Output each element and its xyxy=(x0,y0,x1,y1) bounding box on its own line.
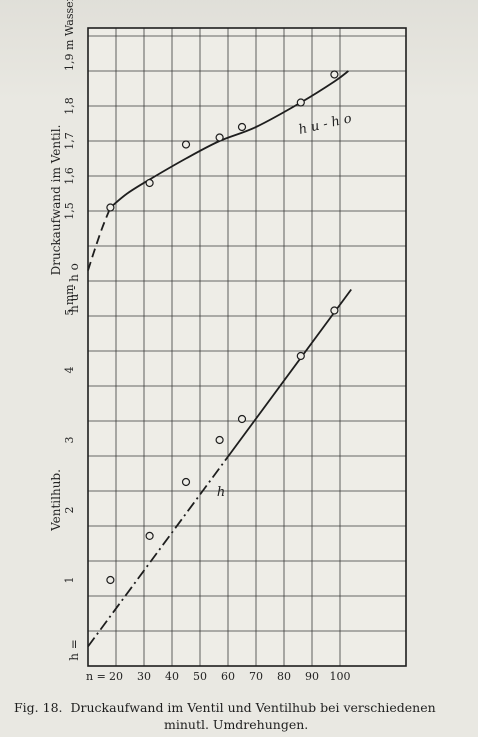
lower-data-point xyxy=(145,531,154,541)
upper-y-tick-label: 1,6 xyxy=(63,167,76,185)
x-axis-label: n = xyxy=(86,670,106,683)
lower-data-point xyxy=(296,351,305,361)
caption-line-1: Druckaufwand im Ventil und Ventilhub bei… xyxy=(70,700,436,715)
upper-data-point xyxy=(215,133,224,142)
figure-number: Fig. 18. xyxy=(14,700,63,715)
lower-line xyxy=(227,288,352,458)
lower-y-tick-label: 1 xyxy=(63,577,76,584)
upper-axis-title: Druckaufwand im Ventil. xyxy=(49,125,63,276)
upper-data-point xyxy=(106,203,115,212)
upper-y-tick-label: 1,7 xyxy=(63,132,76,150)
upper-data-point xyxy=(145,178,154,188)
grid xyxy=(88,28,406,666)
upper-y-tick-label: 1,5 xyxy=(63,202,76,220)
x-tick-label: 30 xyxy=(137,670,151,683)
upper-curve-extrapolated xyxy=(87,207,112,271)
lower-data-point xyxy=(237,414,247,424)
lower-y-tick-label: 5 mm xyxy=(63,284,76,316)
x-tick-label: 90 xyxy=(305,670,319,683)
lower-curve-label: h xyxy=(217,485,225,500)
lower-data-point xyxy=(330,306,339,315)
lower-data-point xyxy=(106,575,115,585)
lower-y-tick-label: 3 xyxy=(63,437,76,444)
lower-axis-title: Ventilhub. xyxy=(49,469,63,532)
lower-line-dashdot xyxy=(87,456,229,648)
lower-data-point xyxy=(215,435,224,445)
x-tick-label: 70 xyxy=(249,670,263,683)
upper-data-point xyxy=(330,70,339,79)
lower-y-tick-label: 2 xyxy=(63,507,76,514)
x-tick-label: 100 xyxy=(330,670,351,683)
x-tick-label: 20 xyxy=(109,670,123,683)
upper-side-label: h u - h o xyxy=(67,263,81,313)
figure-caption: Fig. 18. Druckaufwand im Ventil und Venti… xyxy=(14,699,474,733)
lower-y-tick-label: 4 xyxy=(63,367,76,374)
plot-background xyxy=(88,28,406,666)
x-tick-label: 80 xyxy=(277,670,291,683)
data-points xyxy=(106,70,339,585)
upper-data-point xyxy=(181,140,191,149)
x-tick-label: 50 xyxy=(193,670,207,683)
upper-y-tick-label: 1,8 xyxy=(63,97,76,115)
upper-data-point xyxy=(296,98,305,107)
upper-data-point xyxy=(237,122,247,132)
lower-side-label: h = xyxy=(67,639,81,661)
upper-y-tick-label: 1,9 m Wassersäule xyxy=(63,0,76,71)
tick-labels: 20 30 40 50 60 70 80 90 100 1,5 1,6 1,7 1,8 1,9 m Was… xyxy=(63,0,351,683)
caption-line-2: minutl. Umdrehungen. xyxy=(164,717,309,732)
plot-frame xyxy=(87,27,407,667)
x-tick-label: 60 xyxy=(221,670,235,683)
lower-data-point xyxy=(181,477,191,487)
x-tick-label: 40 xyxy=(165,670,179,683)
